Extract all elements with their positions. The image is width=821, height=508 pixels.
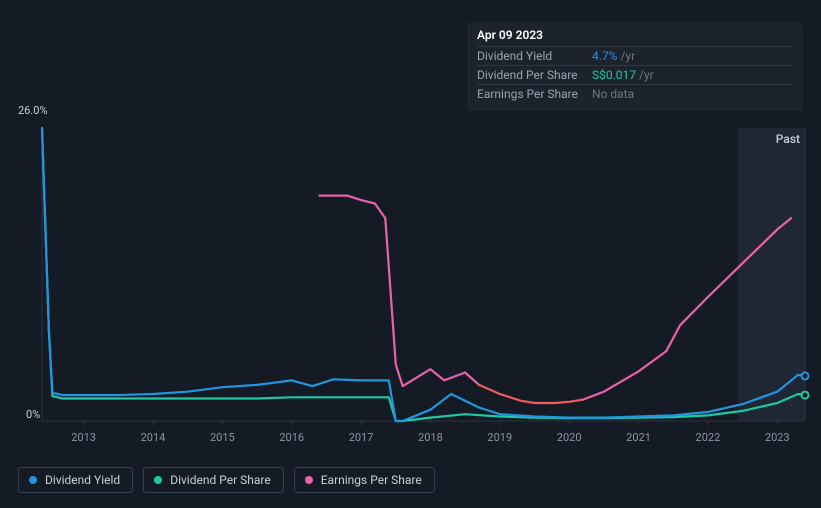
x-axis-tick-label: 2021 [626,431,651,444]
tooltip-row-value: 4.7% [592,49,617,63]
x-axis-tick-label: 2020 [557,431,582,444]
past-region-label: Past [776,132,800,146]
legend-label: Earnings Per Share [321,473,422,487]
x-axis-tick-label: 2022 [696,431,721,444]
legend-dot-icon [29,476,37,484]
tooltip-row: Dividend Yield4.7%/yr [477,46,793,65]
legend-label: Dividend Yield [45,473,120,487]
x-axis-tick-label: 2014 [141,431,166,444]
x-axis-tick-label: 2018 [418,431,443,444]
x-axis-tick-label: 2017 [349,431,374,444]
tooltip-row: Dividend Per ShareS$0.017/yr [477,65,793,84]
tooltip-row-unit: /yr [639,68,654,82]
tooltip-row: Earnings Per ShareNo data [477,84,793,103]
tooltip-row-unit: /yr [620,49,635,63]
x-axis-tick-label: 2016 [279,431,304,444]
x-axis-tick-label: 2019 [487,431,512,444]
y-axis-max-label: 26.0% [18,104,48,117]
tooltip-row-value: S$0.017 [592,68,636,82]
tooltip-date: Apr 09 2023 [477,28,793,46]
legend-item[interactable]: Dividend Per Share [143,467,284,493]
dividend-chart: 26.0% 0% Past 20132014201520162017201820… [10,108,810,458]
legend-item[interactable]: Dividend Yield [18,467,133,493]
y-axis-min-label: 0% [26,408,40,421]
legend-dot-icon [154,476,162,484]
legend-label: Dividend Per Share [170,473,271,487]
x-axis-tick-label: 2023 [765,431,790,444]
tooltip-row-label: Dividend Yield [477,49,592,63]
legend-item[interactable]: Earnings Per Share [294,467,435,493]
chart-tooltip: Apr 09 2023 Dividend Yield4.7%/yrDividen… [467,22,803,111]
tooltip-row-value: No data [592,87,634,101]
x-axis-tick-label: 2013 [71,431,96,444]
x-axis-tick-label: 2015 [210,431,235,444]
tooltip-row-label: Earnings Per Share [477,87,592,101]
legend-dot-icon [305,476,313,484]
tooltip-row-label: Dividend Per Share [477,68,592,82]
chart-legend: Dividend Yield Dividend Per Share Earnings… [18,467,435,493]
